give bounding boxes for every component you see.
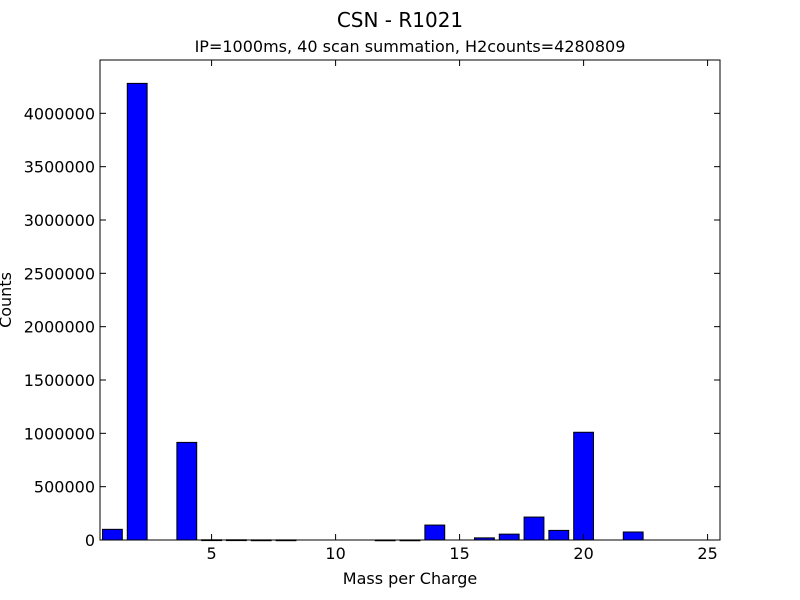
chart-title: CSN - R1021 (337, 8, 463, 32)
bar-mz-2 (126, 82, 148, 541)
x-tick-label: 20 (573, 544, 593, 563)
y-tick-label: 0 (85, 531, 95, 550)
tick-group: 5 10 15 20 25 0 500000 1000000 1500000 2000000 250… (24, 60, 720, 563)
x-tick-label: 15 (449, 544, 469, 563)
bar-mz-18 (523, 516, 545, 541)
chart-subtitle: IP=1000ms, 40 scan summation, H2counts=4… (195, 37, 626, 56)
bar-mz-1 (101, 528, 123, 541)
y-tick-label: 500000 (34, 478, 95, 497)
y-tick-label: 2500000 (24, 264, 95, 283)
y-tick-label: 2000000 (24, 318, 95, 337)
y-tick-label: 3500000 (24, 158, 95, 177)
y-tick-label: 4000000 (24, 104, 95, 123)
y-tick-label: 1000000 (24, 424, 95, 443)
plot-frame (99, 59, 721, 541)
bar-mz-20 (573, 431, 595, 541)
x-axis-label: Mass per Charge (343, 569, 477, 588)
bar-mz-22 (622, 531, 644, 541)
x-tick-label: 5 (207, 544, 217, 563)
bar-mz-17 (498, 533, 520, 541)
x-tick-label: 10 (325, 544, 345, 563)
bar-group (101, 82, 644, 542)
bar-mz-4 (176, 441, 198, 541)
x-tick-label: 25 (697, 544, 717, 563)
y-tick-label: 3000000 (24, 211, 95, 230)
y-axis-label: Counts (0, 272, 15, 328)
bar-mz-19 (548, 529, 570, 541)
y-tick-label: 1500000 (24, 371, 95, 390)
bar-mz-14 (424, 524, 446, 541)
